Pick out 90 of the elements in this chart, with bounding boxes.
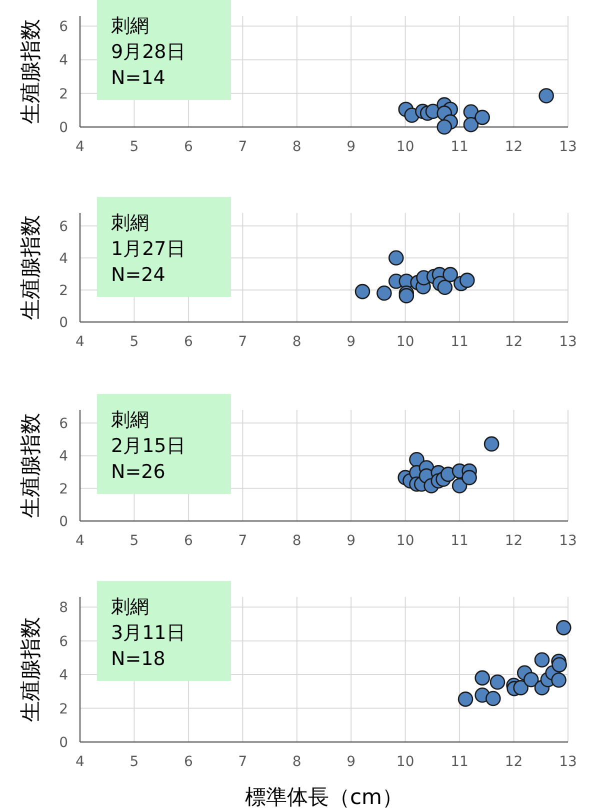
y-axis-title: 生殖腺指数 <box>18 617 43 722</box>
point <box>437 280 453 296</box>
y-tick-label: 0 <box>59 315 68 331</box>
x-tick-label: 8 <box>292 139 302 155</box>
point <box>538 88 554 104</box>
x-tick-label: 5 <box>130 334 139 350</box>
x-tick-label: 11 <box>450 754 468 770</box>
x-tick-label: 4 <box>76 139 85 155</box>
x-tick-label: 4 <box>76 533 85 549</box>
y-tick-label: 4 <box>59 52 68 69</box>
x-tick-label: 7 <box>238 533 248 549</box>
y-axis-title: 生殖腺指数 <box>18 413 43 518</box>
x-tick-label: 6 <box>184 533 193 549</box>
x-tick-label: 6 <box>184 754 193 770</box>
x-tick-label: 10 <box>396 139 414 155</box>
x-tick-label: 5 <box>130 139 139 155</box>
y-tick-label: 2 <box>59 86 68 102</box>
x-tick-label: 6 <box>184 334 193 350</box>
point <box>513 680 528 696</box>
point <box>462 470 477 486</box>
point <box>459 272 475 288</box>
y-axis-title: 生殖腺指数 <box>18 215 43 320</box>
x-tick-label: 9 <box>346 139 356 155</box>
point <box>552 657 567 672</box>
x-tick-label: 8 <box>292 533 302 549</box>
point <box>490 674 506 690</box>
point <box>388 250 404 266</box>
x-tick-label: 9 <box>346 754 356 770</box>
x-tick-label: 8 <box>292 754 302 770</box>
y-tick-label: 0 <box>59 120 68 136</box>
x-tick-label: 11 <box>450 334 468 350</box>
point <box>442 266 458 282</box>
point <box>474 670 490 686</box>
y-tick-label: 2 <box>59 701 68 718</box>
point <box>474 110 490 126</box>
x-tick-label: 12 <box>504 334 523 350</box>
y-tick-label: 8 <box>59 600 68 616</box>
x-tick-label: 13 <box>559 533 577 549</box>
y-tick-label: 4 <box>59 448 68 465</box>
x-axis-title: 標準体長（cm） <box>244 785 404 809</box>
x-tick-label: 9 <box>346 334 356 350</box>
x-tick-label: 4 <box>76 754 85 770</box>
x-tick-label: 4 <box>76 334 85 350</box>
x-tick-label: 12 <box>504 533 523 549</box>
y-tick-label: 2 <box>59 282 68 299</box>
point <box>398 288 414 304</box>
x-tick-label: 5 <box>130 754 139 770</box>
point <box>376 285 392 301</box>
y-axis-title: 生殖腺指数 <box>18 19 43 124</box>
x-tick-label: 8 <box>292 334 302 350</box>
y-tick-label: 4 <box>59 668 68 684</box>
y-tick-label: 2 <box>59 481 68 498</box>
x-tick-label: 12 <box>504 754 523 770</box>
x-tick-label: 13 <box>559 139 577 155</box>
y-tick-label: 0 <box>59 514 68 530</box>
annotation: 刺網 9月28日 N=14 <box>111 15 186 89</box>
annotation: 刺網 1月27日 N=24 <box>111 212 186 286</box>
point <box>463 116 479 132</box>
x-tick-label: 13 <box>559 754 577 770</box>
x-tick-label: 9 <box>346 533 356 549</box>
x-tick-label: 5 <box>130 533 139 549</box>
x-tick-label: 7 <box>238 139 248 155</box>
x-tick-label: 10 <box>396 334 414 350</box>
x-tick-label: 11 <box>450 139 468 155</box>
point <box>484 436 500 452</box>
x-tick-label: 6 <box>184 139 193 155</box>
point <box>486 690 501 706</box>
annotation: 刺網 2月15日 N=26 <box>111 409 186 483</box>
x-tick-label: 10 <box>396 533 414 549</box>
point <box>551 672 566 688</box>
annotation: 刺網 3月11日 N=18 <box>111 596 186 670</box>
y-tick-label: 6 <box>59 19 68 36</box>
y-tick-label: 6 <box>59 218 68 235</box>
y-tick-label: 6 <box>59 634 68 650</box>
point <box>534 652 550 668</box>
y-tick-label: 4 <box>59 250 68 267</box>
y-tick-label: 0 <box>59 735 68 751</box>
x-tick-label: 7 <box>238 754 248 770</box>
x-tick-label: 13 <box>559 334 577 350</box>
point <box>523 672 539 688</box>
point <box>436 119 452 135</box>
point <box>354 284 370 300</box>
point <box>556 620 572 636</box>
point <box>458 692 474 707</box>
y-tick-label: 6 <box>59 416 68 432</box>
x-tick-label: 7 <box>238 334 248 350</box>
point <box>452 478 468 494</box>
x-tick-label: 12 <box>504 139 523 155</box>
x-tick-label: 10 <box>396 754 414 770</box>
x-tick-label: 11 <box>450 533 468 549</box>
